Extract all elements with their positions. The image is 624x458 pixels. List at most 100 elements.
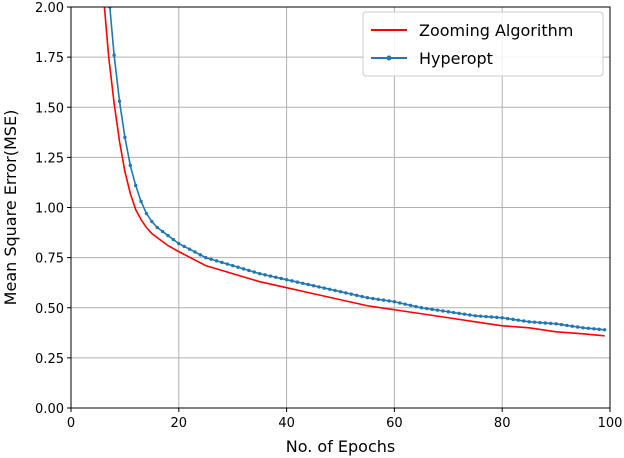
data-point (177, 241, 181, 246)
data-point (144, 211, 149, 216)
data-point (182, 244, 186, 249)
data-point (354, 293, 359, 298)
data-point (592, 327, 596, 331)
data-point (376, 297, 380, 302)
data-point (435, 308, 440, 312)
data-point (322, 286, 327, 290)
data-point (484, 314, 488, 319)
data-point (446, 310, 450, 314)
data-point (112, 53, 116, 57)
data-point (268, 274, 273, 278)
data-point (333, 288, 337, 293)
data-point (214, 259, 219, 263)
data-point (565, 323, 569, 328)
series-hyperopt (108, 7, 607, 332)
data-point (597, 327, 601, 332)
legend-marker (386, 55, 392, 61)
data-point (516, 318, 521, 322)
data-point (575, 325, 580, 329)
data-point (441, 309, 445, 313)
data-point (252, 270, 256, 274)
data-point (527, 320, 531, 324)
data-point (150, 219, 154, 224)
data-point (457, 311, 461, 316)
x-tick-label: 40 (278, 416, 295, 431)
data-point (403, 302, 407, 306)
data-point (425, 306, 429, 311)
data-point (349, 292, 353, 296)
data-point (365, 296, 370, 300)
data-point (414, 304, 418, 309)
data-point (128, 163, 132, 168)
data-point (522, 319, 526, 323)
data-point (381, 298, 386, 302)
data-point (462, 312, 467, 316)
data-point (160, 229, 165, 234)
data-point (392, 300, 397, 304)
data-point (204, 255, 208, 260)
data-point (344, 291, 348, 295)
y-tick-label: 1.75 (35, 51, 64, 66)
data-point (193, 250, 197, 254)
series-layer (103, 7, 607, 337)
data-point (387, 299, 391, 303)
data-point (171, 237, 176, 242)
data-point (311, 283, 316, 288)
data-point (500, 316, 504, 320)
y-axis-ticks: 0.00 0.25 0.50 0.75 1.00 1.25 1.50 1.75 2.00 (35, 1, 71, 417)
data-point (581, 326, 585, 330)
data-point (187, 247, 192, 251)
y-tick-label: 0.25 (35, 352, 64, 367)
y-tick-label: 1.50 (35, 101, 64, 116)
series-line (103, 7, 605, 337)
data-point (247, 268, 251, 273)
data-point (419, 306, 424, 310)
data-point (231, 263, 235, 268)
data-point (133, 183, 138, 188)
data-point (602, 328, 607, 332)
data-point (220, 260, 224, 265)
data-point (495, 315, 499, 320)
series-line (109, 7, 605, 331)
data-point (290, 279, 294, 283)
y-tick-label: 0.00 (35, 402, 64, 417)
data-point (139, 199, 143, 204)
data-point (279, 276, 283, 281)
data-point (371, 296, 375, 301)
data-point (166, 233, 170, 238)
y-tick-label: 0.75 (35, 252, 64, 267)
x-tick-label: 0 (67, 416, 75, 431)
data-point (570, 324, 574, 328)
data-point (408, 303, 413, 308)
data-point (360, 294, 364, 299)
y-tick-label: 1.25 (35, 151, 64, 166)
data-point (209, 257, 213, 261)
data-point (295, 280, 300, 284)
series-zooming-algorithm (103, 7, 605, 337)
x-tick-label: 60 (386, 416, 403, 431)
data-point (241, 267, 246, 271)
legend-box (362, 11, 604, 77)
data-point (511, 317, 515, 322)
x-tick-label: 20 (171, 416, 188, 431)
data-point (478, 314, 483, 318)
data-point (489, 315, 494, 319)
data-point (317, 285, 321, 289)
data-point (538, 320, 542, 325)
legend-item: Hyperopt (371, 49, 493, 68)
data-point (155, 225, 159, 230)
x-axis-label: No. of Epochs (286, 437, 395, 456)
data-point (117, 99, 122, 103)
data-point (505, 316, 510, 321)
y-tick-label: 1.00 (35, 202, 64, 217)
data-point (274, 275, 278, 279)
x-tick-label: 100 (598, 416, 623, 431)
legend: Zooming Algorithm Hyperopt (362, 11, 604, 77)
data-point (398, 301, 402, 305)
data-point (549, 321, 553, 326)
data-point (225, 262, 230, 266)
data-point (586, 326, 591, 331)
data-point (338, 290, 343, 294)
y-tick-label: 2.00 (35, 1, 64, 16)
